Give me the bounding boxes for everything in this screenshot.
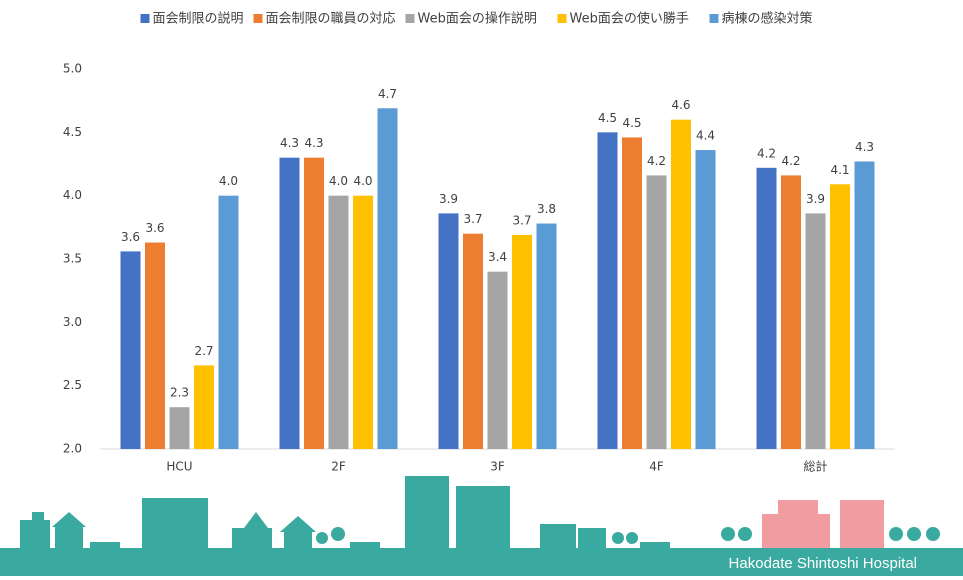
value-label: 4.3 <box>855 140 874 154</box>
value-label: 4.5 <box>622 116 641 130</box>
value-label: 4.0 <box>219 174 238 188</box>
skyline <box>0 476 963 576</box>
bar <box>536 223 557 449</box>
y-tick-label: 2.5 <box>63 378 82 392</box>
y-tick-label: 4.5 <box>63 125 82 139</box>
value-label: 4.4 <box>696 129 715 143</box>
value-label: 2.3 <box>170 386 189 400</box>
legend-label: 病棟の感染対策 <box>722 11 813 27</box>
legend-swatch <box>405 14 415 23</box>
bar <box>194 365 214 449</box>
bar <box>353 195 373 449</box>
y-tick-label: 2.0 <box>63 442 82 456</box>
bar <box>328 195 349 449</box>
value-label: 3.6 <box>121 230 140 244</box>
value-label: 4.6 <box>671 98 690 112</box>
bar <box>463 233 483 449</box>
bar <box>597 132 618 450</box>
bar <box>695 150 716 450</box>
x-tick-label: 3F <box>490 460 505 474</box>
value-label: 4.0 <box>329 174 348 188</box>
legend-swatch <box>709 14 719 23</box>
bar <box>120 251 141 449</box>
x-tick-label: 総計 <box>803 459 827 474</box>
y-tick-label: 3.5 <box>63 252 82 266</box>
value-label: 3.8 <box>537 202 556 216</box>
bar <box>145 242 165 449</box>
y-tick-label: 4.0 <box>63 188 82 202</box>
legend-label: Web面会の操作説明 <box>418 11 537 27</box>
bar <box>512 234 532 449</box>
bar <box>805 213 826 449</box>
bar <box>671 119 691 450</box>
value-label: 4.0 <box>353 174 372 188</box>
bar <box>854 161 875 449</box>
value-label: 3.4 <box>488 250 507 264</box>
value-label: 3.7 <box>463 212 482 226</box>
value-label: 4.5 <box>598 111 617 125</box>
value-label: 4.7 <box>378 87 397 101</box>
bar <box>304 157 324 449</box>
value-label: 4.3 <box>304 136 323 150</box>
legend-swatch <box>253 14 263 23</box>
bar <box>781 175 801 449</box>
value-label: 4.1 <box>830 163 849 177</box>
legend-label: 面会制限の説明 <box>153 11 244 27</box>
bar <box>622 137 642 449</box>
bar <box>830 184 850 449</box>
value-label: 2.7 <box>194 344 213 358</box>
y-tick-label: 5.0 <box>63 62 82 76</box>
x-tick-label: 2F <box>331 460 346 474</box>
x-tick-label: HCU <box>166 460 192 474</box>
bar <box>169 407 190 449</box>
legend-label: 面会制限の職員の対応 <box>266 12 396 27</box>
legend-swatch <box>140 14 150 23</box>
value-label: 3.7 <box>512 213 531 227</box>
value-label: 3.9 <box>806 192 825 206</box>
bar <box>438 213 459 449</box>
bar <box>487 271 508 449</box>
footer-text: Hakodate Shintoshi Hospital <box>729 555 917 572</box>
legend-label: Web面会の使い勝手 <box>570 11 689 27</box>
value-label: 3.6 <box>145 221 164 235</box>
value-label: 3.9 <box>439 192 458 206</box>
bar <box>377 108 398 450</box>
value-label: 4.2 <box>781 154 800 168</box>
value-label: 4.3 <box>280 136 299 150</box>
value-label: 4.2 <box>757 146 776 160</box>
bar <box>279 157 300 449</box>
legend-swatch <box>557 14 567 23</box>
hospital-building <box>762 500 884 548</box>
x-tick-label: 4F <box>649 460 664 474</box>
bar <box>646 175 667 449</box>
bar <box>756 167 777 450</box>
y-tick-label: 3.0 <box>63 315 82 329</box>
value-label: 4.2 <box>647 154 666 168</box>
bar <box>218 195 239 449</box>
